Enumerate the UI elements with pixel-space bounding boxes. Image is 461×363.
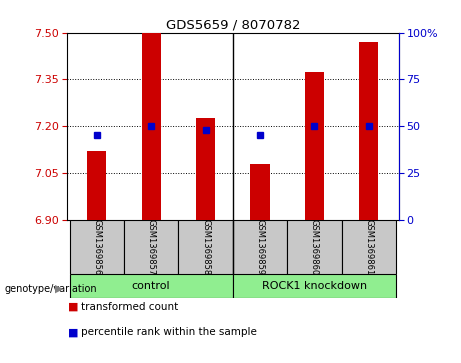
Bar xyxy=(70,274,233,298)
Bar xyxy=(70,220,124,274)
Text: GSM1369857: GSM1369857 xyxy=(147,219,156,275)
Bar xyxy=(142,33,161,220)
Bar xyxy=(124,220,178,274)
Text: GSM1369859: GSM1369859 xyxy=(255,219,265,275)
Text: transformed count: transformed count xyxy=(81,302,178,312)
Bar xyxy=(250,164,270,220)
Text: percentile rank within the sample: percentile rank within the sample xyxy=(81,327,257,337)
Text: GSM1369861: GSM1369861 xyxy=(364,219,373,275)
Title: GDS5659 / 8070782: GDS5659 / 8070782 xyxy=(165,19,300,32)
Text: ▶: ▶ xyxy=(55,284,63,294)
Bar xyxy=(305,72,324,220)
Text: genotype/variation: genotype/variation xyxy=(5,284,97,294)
Bar xyxy=(178,220,233,274)
Text: GSM1369860: GSM1369860 xyxy=(310,219,319,275)
Bar xyxy=(233,220,287,274)
Bar xyxy=(196,118,215,220)
Text: GSM1369858: GSM1369858 xyxy=(201,219,210,275)
Text: control: control xyxy=(132,281,171,291)
Text: ■: ■ xyxy=(68,327,79,337)
Text: ■: ■ xyxy=(68,302,79,312)
Bar xyxy=(87,151,106,220)
Bar xyxy=(342,220,396,274)
Bar xyxy=(359,42,378,220)
Text: ROCK1 knockdown: ROCK1 knockdown xyxy=(262,281,367,291)
Bar xyxy=(233,274,396,298)
Text: GSM1369856: GSM1369856 xyxy=(92,219,101,275)
Bar xyxy=(287,220,342,274)
